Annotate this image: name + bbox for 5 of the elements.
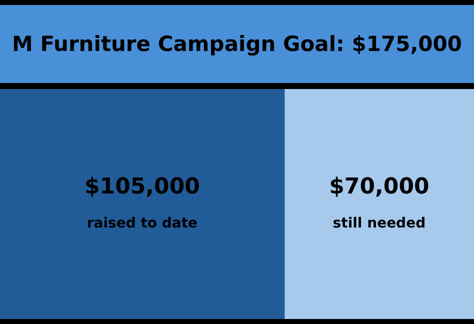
data-label: $105,000 xyxy=(84,174,200,200)
data-label: $70,000 xyxy=(329,174,430,200)
chart-title: M Furniture Campaign Goal: $175,000 xyxy=(0,5,474,83)
series-label: still needed xyxy=(332,216,426,232)
series-label: raised to date xyxy=(86,216,198,232)
